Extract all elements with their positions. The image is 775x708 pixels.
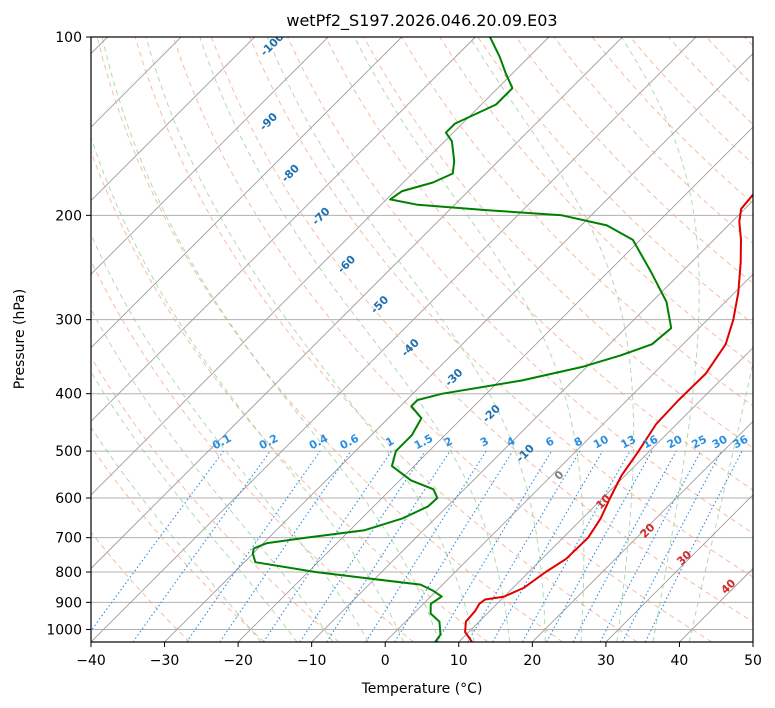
dry-adiabat-line	[401, 37, 753, 407]
moist-adiabat-line	[91, 233, 369, 642]
x-tick-label: 50	[744, 653, 762, 669]
isotherm-line	[458, 347, 753, 642]
isotherm-line	[605, 494, 753, 642]
dry-adiabat-line	[439, 37, 753, 366]
moist-adiabat-line	[145, 37, 475, 642]
dry-adiabat-line	[91, 150, 489, 642]
dry-adiabat-line	[287, 37, 753, 534]
isotherm-line	[91, 37, 623, 570]
x-tick-label: 10	[450, 653, 468, 669]
y-tick-label: 400	[55, 387, 82, 403]
isotherm-line	[237, 126, 753, 642]
plot-frame	[90, 36, 754, 643]
chart-title: wetPf2_S197.2026.046.20.09.E03	[286, 11, 557, 31]
x-tick-label: 20	[523, 653, 541, 669]
dewpoint-profile-line	[251, 37, 673, 642]
moist-adiabat-line	[620, 37, 700, 642]
mixing-ratio-line	[572, 450, 677, 642]
dry-adiabat-line	[91, 259, 414, 642]
y-tick-label: 900	[55, 595, 82, 611]
mixing-ratio-line	[263, 450, 392, 642]
mixing-ratio-label: 13	[619, 433, 639, 452]
mixing-ratio-line	[186, 450, 321, 642]
mixing-ratio-line	[326, 450, 451, 642]
mixing-ratio-line	[522, 450, 631, 642]
moist-adiabat-line	[91, 370, 298, 642]
mixing-ratio-line	[546, 450, 653, 642]
mixing-ratio-label: 25	[689, 433, 709, 452]
dry-adiabat-line	[210, 37, 753, 623]
dry-adiabat-line	[134, 37, 638, 642]
isotherm-line	[91, 37, 697, 642]
isotherm-line	[91, 37, 550, 496]
background-lines	[91, 37, 753, 642]
moist-adiabat-line	[354, 37, 585, 642]
temperature-profile-line	[464, 193, 753, 642]
dry-adiabat-line	[91, 356, 340, 642]
mixing-ratio-line	[394, 450, 514, 642]
mixing-ratio-label: 30	[710, 433, 730, 452]
y-tick-label: 600	[55, 491, 82, 507]
moist-adiabat-line	[266, 37, 546, 642]
mixing-ratio-label: 10	[591, 433, 611, 452]
x-tick-label: 40	[671, 653, 689, 669]
isotherm-line	[164, 52, 753, 642]
isotherm-line	[384, 273, 753, 642]
moist-adiabat-line	[91, 426, 262, 642]
x-tick-label: 0	[381, 653, 390, 669]
dry-adiabat-line	[96, 37, 563, 642]
y-axis-title: Pressure (hPa)	[12, 289, 28, 389]
y-tick-label: 200	[55, 208, 82, 224]
moist-adiabat-line	[91, 135, 405, 642]
x-tick-label: −20	[223, 653, 253, 669]
y-tick-label: 100	[55, 30, 82, 46]
mixing-ratio-line	[91, 450, 224, 632]
x-tick-label: −40	[76, 653, 106, 669]
y-tick-label: 800	[55, 565, 82, 581]
dry-adiabat-line	[248, 37, 753, 578]
dry-adiabat-line	[91, 445, 265, 642]
mixing-ratio-line	[132, 450, 271, 642]
y-tick-label: 700	[55, 531, 82, 547]
sounding-profiles	[251, 37, 753, 642]
isotherm-line	[91, 37, 403, 349]
dry-adiabat-line	[91, 531, 191, 642]
x-tick-label: −10	[297, 653, 327, 669]
x-axis-title: Temperature (°C)	[361, 681, 483, 697]
x-tick-label: −30	[150, 653, 180, 669]
y-tick-label: 1000	[46, 622, 82, 638]
isotherm-line	[91, 37, 476, 422]
dry-adiabat-line	[515, 37, 753, 284]
mixing-ratio-label: 16	[641, 433, 661, 452]
mixing-ratio-line	[299, 450, 426, 642]
y-tick-label: 300	[55, 313, 82, 329]
isotherm-line	[91, 37, 329, 275]
mixing-ratio-line	[644, 450, 743, 642]
axis-ticks: −40 −30 −20 −10 0 10 20 30 40 50 100 200 300 400 500 60…	[46, 30, 762, 669]
mixing-ratio-label: 20	[665, 433, 685, 452]
moist-adiabat-line	[101, 37, 440, 642]
mixing-ratio-label: 36	[731, 433, 751, 452]
y-tick-label: 500	[55, 444, 82, 460]
isotherm-line	[91, 37, 255, 202]
dry-adiabat-line	[172, 37, 713, 642]
mixing-ratio-line	[219, 450, 352, 642]
isotherm-line	[532, 420, 753, 642]
x-tick-label: 30	[597, 653, 615, 669]
